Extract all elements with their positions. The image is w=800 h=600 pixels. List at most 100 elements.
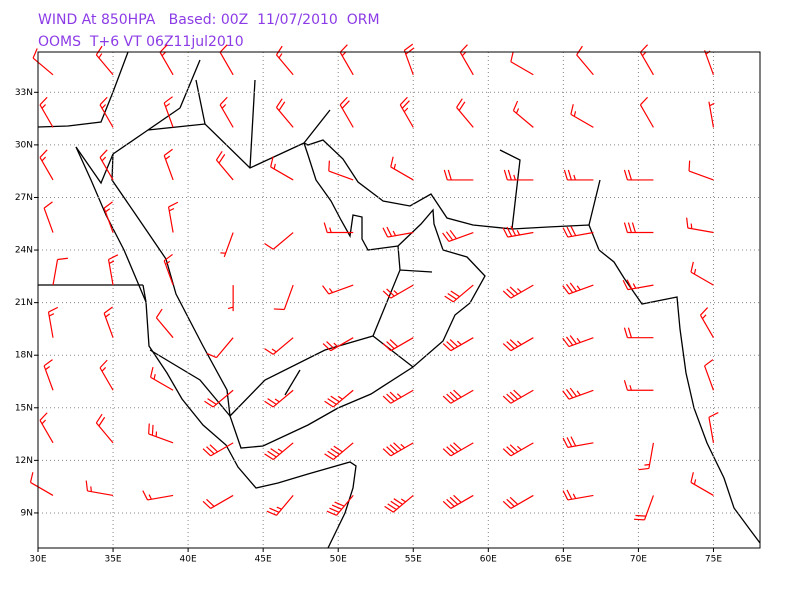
wind-barb — [202, 494, 234, 509]
wind-barb — [155, 308, 174, 339]
wind-barb — [323, 222, 354, 234]
wind-barb — [384, 494, 414, 513]
x-tick-label: 50E — [330, 555, 347, 565]
wind-barb — [442, 389, 474, 404]
y-tick-label: 33N — [15, 88, 33, 98]
wind-barb — [639, 44, 654, 76]
wind-barb — [39, 96, 54, 128]
wind-barb — [510, 51, 534, 76]
wind-barb — [502, 284, 534, 299]
wind-barb — [32, 48, 54, 76]
mediterranean-coast — [37, 51, 129, 128]
wind-barb — [442, 337, 474, 352]
wind-barb — [142, 490, 174, 501]
wind-barb — [328, 160, 354, 181]
wind-barb — [399, 96, 414, 128]
wind-barb — [686, 217, 714, 234]
wind-barb — [95, 413, 114, 444]
wind-barb — [634, 495, 654, 521]
wind-barb — [264, 232, 294, 250]
borders — [38, 59, 601, 417]
wind-barb — [204, 389, 234, 408]
wind-barb — [502, 442, 534, 457]
wind-barb — [107, 254, 119, 286]
wind-barb — [699, 307, 714, 338]
wind-barb — [206, 337, 234, 359]
wind-barb — [39, 412, 54, 444]
wind-barb — [562, 282, 594, 295]
wind-barb — [638, 442, 655, 471]
axes: 30E 35E 40E 45E 50E 55E 60E 65E 70E 75E 9N 12N 15N 18… — [15, 88, 723, 565]
wind-barb — [324, 442, 354, 461]
wind-barb — [562, 387, 594, 400]
wind-barb — [99, 149, 114, 181]
x-tick-label: 70E — [630, 555, 647, 565]
wind-barb — [29, 472, 54, 496]
wind-barb — [562, 226, 594, 238]
y-tick-label: 24N — [15, 246, 33, 256]
wind-barb — [570, 104, 594, 128]
wind-barb — [339, 96, 354, 128]
x-tick-label: 35E — [104, 555, 121, 565]
wind-barb — [149, 366, 174, 391]
wind-barb — [443, 169, 474, 181]
wind-barb — [503, 169, 534, 181]
wind-barb — [219, 44, 234, 76]
sinai-coast — [75, 146, 114, 185]
y-tick-label: 21N — [15, 298, 33, 308]
title-line-2: OOMS T+6 VT 06Z11jul2010 — [38, 34, 244, 50]
wind-barb — [163, 96, 174, 128]
wind-barb — [622, 279, 654, 291]
wind-barb — [459, 44, 474, 76]
wind-barb — [390, 156, 414, 181]
wind-barb — [43, 201, 54, 233]
wind-barb — [270, 156, 294, 181]
wind-barb — [167, 201, 179, 233]
wind-barb — [623, 380, 654, 391]
wind-barb — [623, 222, 654, 234]
wind-barb — [502, 226, 534, 238]
wind-barb — [85, 480, 114, 497]
wind-barb — [219, 96, 234, 128]
wind-barb — [442, 229, 474, 242]
wind-barb — [275, 45, 294, 76]
wind-barb — [502, 337, 534, 352]
wind-barb — [103, 306, 114, 338]
arabia-coast — [111, 142, 486, 449]
wind-barb — [39, 149, 54, 181]
wind-barb — [563, 169, 594, 181]
wind-barb — [52, 257, 68, 286]
x-tick-label: 65E — [555, 555, 572, 565]
x-tick-label: 75E — [705, 555, 722, 565]
wind-barb — [562, 436, 594, 448]
wind-barb — [512, 100, 534, 128]
wind-barb — [704, 359, 715, 391]
wind-barb — [163, 148, 174, 181]
wind-barb — [159, 44, 174, 76]
wind-barb — [215, 150, 234, 181]
wind-barb — [163, 253, 174, 286]
wind-barb — [47, 306, 59, 338]
y-tick-label: 18N — [15, 351, 33, 361]
wind-barb — [502, 494, 534, 509]
wind-barb — [202, 442, 234, 457]
wind-barb — [442, 442, 474, 457]
wind-barb — [227, 285, 234, 312]
wind-barb — [403, 43, 415, 75]
wind-barb — [442, 494, 474, 509]
wind-barb — [275, 98, 294, 128]
wind-barb — [264, 389, 294, 408]
wind-barb — [708, 412, 719, 443]
wind-barb — [639, 96, 654, 128]
wind-barb — [264, 337, 294, 355]
wind-barb — [708, 101, 715, 128]
y-tick-label: 15N — [15, 403, 33, 413]
wind-barb — [264, 442, 294, 461]
wind-barb — [43, 359, 54, 391]
wind-barb — [704, 50, 715, 75]
wind-barb — [95, 45, 114, 76]
wind-barb — [266, 495, 294, 516]
wind-barb — [690, 261, 714, 286]
y-tick-label: 27N — [15, 193, 33, 203]
